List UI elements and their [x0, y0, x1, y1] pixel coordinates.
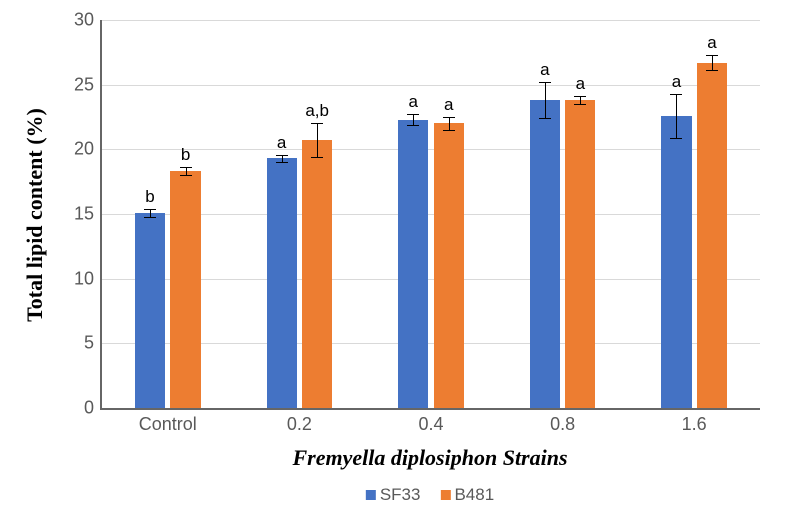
errorbar-cap	[144, 209, 156, 210]
errorbar-cap	[706, 55, 718, 56]
errorbar-cap	[443, 117, 455, 118]
errorbar-cap	[443, 130, 455, 131]
ytick-label: 5	[84, 333, 102, 354]
significance-label: a	[576, 74, 585, 94]
errorbar-cap	[311, 157, 323, 158]
errorbar-cap	[180, 175, 192, 176]
errorbar-cap	[670, 138, 682, 139]
significance-label: a	[707, 33, 716, 53]
legend-swatch-b481	[440, 490, 450, 500]
errorbar-cap	[574, 96, 586, 97]
errorbar-cap	[706, 70, 718, 71]
x-axis-title: Fremyella diplosiphon Strains	[292, 445, 567, 471]
legend-swatch-sf33	[366, 490, 376, 500]
ytick-label: 10	[74, 268, 102, 289]
bar-b481-1.6	[697, 63, 727, 408]
legend-label-b481: B481	[454, 485, 494, 505]
errorbar	[676, 94, 677, 138]
ytick-label: 0	[84, 398, 102, 419]
significance-label: a	[540, 60, 549, 80]
errorbar	[317, 123, 318, 157]
bar-sf33-0.8	[530, 100, 560, 408]
errorbar	[545, 82, 546, 118]
errorbar	[413, 114, 414, 124]
legend-label-sf33: SF33	[380, 485, 421, 505]
bar-sf33-1.6	[661, 116, 691, 408]
bar-sf33-Control	[135, 213, 165, 408]
bar-b481-Control	[170, 171, 200, 408]
legend: SF33 B481	[366, 485, 494, 505]
legend-item-b481: B481	[440, 485, 494, 505]
y-axis-title: Total lipid content (%)	[22, 108, 48, 322]
significance-label: a	[408, 92, 417, 112]
errorbar	[449, 117, 450, 130]
errorbar-cap	[180, 167, 192, 168]
errorbar-cap	[276, 162, 288, 163]
bar-b481-0.8	[565, 100, 595, 408]
bar-sf33-0.4	[398, 120, 428, 408]
significance-label: a,b	[305, 101, 329, 121]
errorbar-cap	[144, 217, 156, 218]
xtick-label: 0.8	[550, 408, 575, 435]
ytick-label: 30	[74, 10, 102, 31]
xtick-label: Control	[139, 408, 197, 435]
legend-item-sf33: SF33	[366, 485, 421, 505]
errorbar-cap	[276, 155, 288, 156]
errorbar-cap	[539, 82, 551, 83]
xtick-label: 1.6	[682, 408, 707, 435]
errorbar	[712, 55, 713, 71]
errorbar	[186, 167, 187, 175]
errorbar	[580, 96, 581, 104]
significance-label: a	[444, 95, 453, 115]
plot-area: 051015202530 bbaa,baaaaaa Control0.20.40…	[100, 20, 760, 410]
bar-sf33-0.2	[267, 158, 297, 408]
errorbar-cap	[539, 118, 551, 119]
ytick-label: 25	[74, 74, 102, 95]
significance-label: b	[145, 187, 154, 207]
significance-label: a	[672, 72, 681, 92]
significance-label: b	[181, 145, 190, 165]
errorbar	[282, 155, 283, 163]
significance-label: a	[277, 133, 286, 153]
errorbar	[150, 209, 151, 217]
lipid-chart: 0 5 10 15 20 25 30 b b a a,b a a a a a a Control 0.2 0.4 0…	[0, 0, 800, 515]
errorbar-cap	[670, 94, 682, 95]
errorbar-cap	[407, 125, 419, 126]
xtick-label: 0.2	[287, 408, 312, 435]
ytick-label: 15	[74, 204, 102, 225]
errorbar-cap	[574, 104, 586, 105]
xtick-label: 0.4	[418, 408, 443, 435]
errorbar-cap	[311, 123, 323, 124]
bars-layer: b b a a,b a a a a a a	[102, 20, 760, 408]
errorbar-cap	[407, 114, 419, 115]
ytick-label: 20	[74, 139, 102, 160]
bar-b481-0.4	[434, 123, 464, 408]
bar-b481-0.2	[302, 140, 332, 408]
